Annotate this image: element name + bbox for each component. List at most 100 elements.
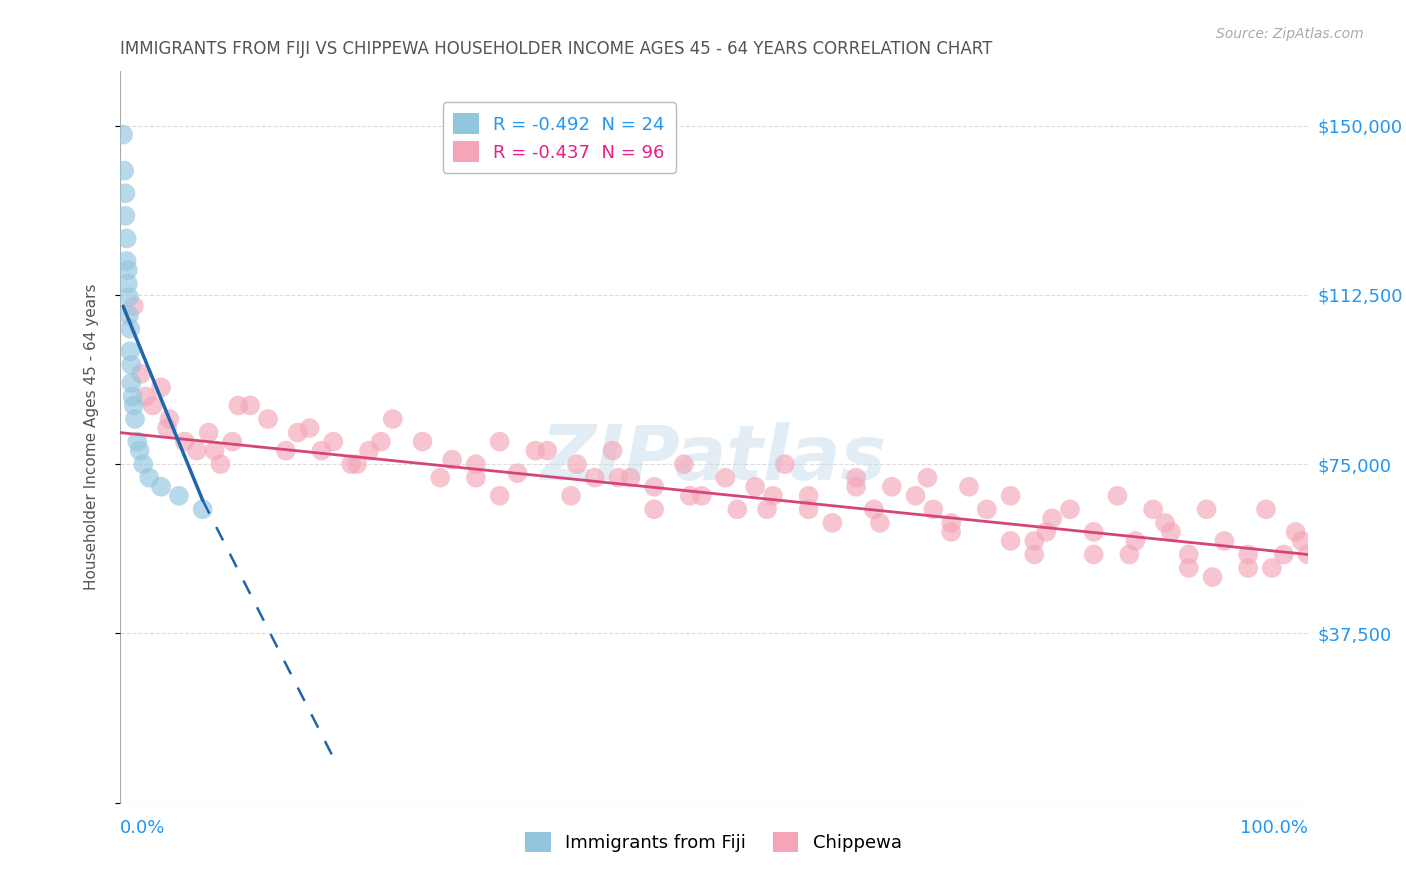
- Legend: Immigrants from Fiji, Chippewa: Immigrants from Fiji, Chippewa: [519, 824, 908, 860]
- Point: [121, 389, 143, 403]
- Text: ZIPatlas: ZIPatlas: [540, 422, 887, 496]
- Point: [357, 443, 380, 458]
- Text: 0.0%: 0.0%: [120, 819, 165, 837]
- Point: [1237, 548, 1260, 562]
- Point: [167, 489, 190, 503]
- Point: [845, 471, 868, 485]
- Point: [122, 399, 145, 413]
- Point: [714, 471, 737, 485]
- Point: [115, 254, 138, 268]
- Point: [197, 425, 219, 440]
- Point: [122, 299, 145, 313]
- Point: [922, 502, 945, 516]
- Point: [773, 457, 796, 471]
- Point: [204, 443, 226, 458]
- Point: [120, 322, 142, 336]
- Point: [135, 389, 157, 403]
- Point: [1118, 548, 1140, 562]
- Point: [1291, 533, 1313, 548]
- Point: [322, 434, 344, 449]
- Point: [976, 502, 998, 516]
- Point: [150, 380, 173, 394]
- Point: [186, 443, 208, 458]
- Point: [129, 367, 152, 381]
- Point: [917, 471, 939, 485]
- Point: [465, 471, 488, 485]
- Point: [114, 186, 136, 201]
- Point: [1000, 533, 1022, 548]
- Point: [845, 480, 868, 494]
- Point: [1237, 561, 1260, 575]
- Point: [904, 489, 927, 503]
- Point: [239, 399, 262, 413]
- Point: [112, 128, 135, 142]
- Point: [1083, 548, 1105, 562]
- Point: [797, 489, 820, 503]
- Point: [191, 502, 214, 516]
- Point: [1000, 489, 1022, 503]
- Point: [1154, 516, 1177, 530]
- Point: [128, 443, 150, 458]
- Point: [370, 434, 392, 449]
- Point: [488, 489, 510, 503]
- Text: Source: ZipAtlas.com: Source: ZipAtlas.com: [1216, 27, 1364, 41]
- Point: [1142, 502, 1164, 516]
- Point: [1107, 489, 1129, 503]
- Point: [157, 412, 180, 426]
- Point: [173, 434, 195, 449]
- Point: [411, 434, 433, 449]
- Point: [156, 421, 179, 435]
- Point: [607, 471, 630, 485]
- Point: [142, 399, 165, 413]
- Point: [1178, 548, 1201, 562]
- Point: [120, 358, 142, 372]
- Point: [1254, 502, 1277, 516]
- Point: [672, 457, 695, 471]
- Point: [869, 516, 891, 530]
- Point: [138, 471, 160, 485]
- Point: [941, 516, 963, 530]
- Point: [536, 443, 558, 458]
- Point: [744, 480, 766, 494]
- Point: [488, 434, 510, 449]
- Point: [941, 524, 963, 539]
- Point: [602, 443, 624, 458]
- Point: [228, 399, 250, 413]
- Point: [120, 376, 142, 390]
- Point: [560, 489, 582, 503]
- Point: [524, 443, 547, 458]
- Point: [690, 489, 713, 503]
- Point: [114, 209, 136, 223]
- Point: [1160, 524, 1182, 539]
- Point: [311, 443, 333, 458]
- Text: 100.0%: 100.0%: [1240, 819, 1308, 837]
- Point: [346, 457, 368, 471]
- Point: [298, 421, 321, 435]
- Point: [150, 480, 173, 494]
- Point: [762, 489, 785, 503]
- Point: [381, 412, 404, 426]
- Point: [1272, 548, 1295, 562]
- Point: [1213, 533, 1236, 548]
- Point: [1178, 561, 1201, 575]
- Point: [1024, 548, 1046, 562]
- Point: [118, 290, 141, 304]
- Point: [1040, 511, 1063, 525]
- Point: [1083, 524, 1105, 539]
- Point: [725, 502, 748, 516]
- Point: [117, 277, 139, 291]
- Point: [465, 457, 488, 471]
- Point: [643, 502, 665, 516]
- Point: [257, 412, 280, 426]
- Point: [797, 502, 820, 516]
- Point: [1261, 561, 1284, 575]
- Point: [221, 434, 243, 449]
- Point: [120, 344, 142, 359]
- Point: [124, 412, 146, 426]
- Point: [1285, 524, 1308, 539]
- Point: [274, 443, 297, 458]
- Point: [287, 425, 309, 440]
- Point: [1035, 524, 1057, 539]
- Point: [565, 457, 588, 471]
- Point: [756, 502, 779, 516]
